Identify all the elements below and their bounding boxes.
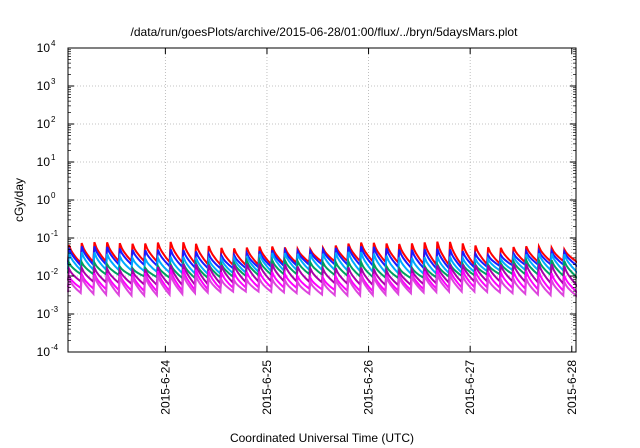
y-axis-label: cGy/day [12, 178, 26, 222]
x-tick-label: 2015-6-28 [565, 360, 579, 415]
series-line-7 [67, 273, 577, 299]
y-tick-exponent: 4 [51, 39, 56, 48]
y-tick-label: 10 [37, 117, 51, 131]
x-tick-label: 2015-6-24 [158, 360, 172, 415]
data-series [67, 241, 577, 299]
y-tick-exponent: -2 [51, 267, 59, 276]
grid-lines [68, 48, 576, 352]
y-tick-label: 10 [37, 269, 51, 283]
y-tick-exponent: -4 [51, 343, 59, 352]
y-tick-label: 10 [37, 155, 51, 169]
y-tick-label: 10 [37, 193, 51, 207]
y-tick-exponent: -1 [51, 229, 59, 238]
y-tick-exponent: 0 [51, 191, 56, 200]
y-tick-label: 10 [37, 79, 51, 93]
plot-frame [67, 47, 577, 353]
chart-title: /data/run/goesPlots/archive/2015-06-28/0… [131, 25, 519, 39]
x-tick-label: 2015-6-27 [463, 360, 477, 415]
y-tick-exponent: -3 [51, 305, 59, 314]
y-tick-exponent: 2 [51, 115, 56, 124]
y-tick-label: 10 [37, 307, 51, 321]
y-tick-exponent: 1 [51, 153, 56, 162]
y-tick-label: 10 [37, 41, 51, 55]
y-tick-label: 10 [37, 231, 51, 245]
x-axis-label: Coordinated Universal Time (UTC) [230, 431, 414, 445]
y-tick-label: 10 [37, 345, 51, 359]
x-tick-label: 2015-6-25 [260, 360, 274, 415]
y-tick-exponent: 3 [51, 77, 56, 86]
x-tick-label: 2015-6-26 [362, 360, 376, 415]
x-axis-ticks: 2015-6-24 2015-6-25 2015-6-26 2015-6-27 2015… [158, 48, 579, 415]
